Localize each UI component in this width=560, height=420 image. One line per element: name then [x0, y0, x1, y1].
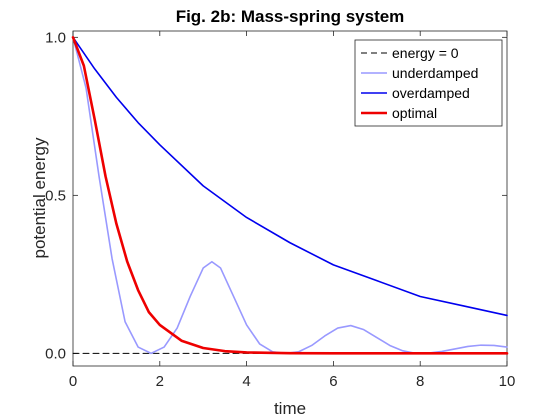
x-tick-label: 2	[156, 373, 164, 390]
legend-box	[354, 39, 503, 127]
x-tick-label: 10	[499, 373, 516, 390]
legend-label: energy = 0	[392, 45, 459, 61]
series-line-overdamped	[72, 36, 508, 317]
legend-label: overdamped	[392, 85, 470, 101]
legend: energy = 0 underdamped overdamped optimal	[354, 39, 503, 127]
y-tick-label: 0.5	[45, 187, 66, 204]
x-tick-label: 4	[242, 373, 250, 390]
x-axis-label: time	[274, 399, 306, 418]
x-tick-label: 0	[69, 373, 77, 390]
legend-label: optimal	[392, 105, 437, 121]
legend-label: underdamped	[392, 65, 478, 81]
series-line-optimal	[71, 36, 509, 355]
y-axis-label: potential energy	[30, 137, 49, 258]
x-tick-label: 8	[416, 373, 424, 390]
y-tick-label: 1.0	[45, 29, 66, 46]
chart-title: Fig. 2b: Mass-spring system	[176, 7, 405, 26]
x-tick-label: 6	[329, 373, 337, 390]
y-tick-label: 0.0	[45, 345, 66, 362]
